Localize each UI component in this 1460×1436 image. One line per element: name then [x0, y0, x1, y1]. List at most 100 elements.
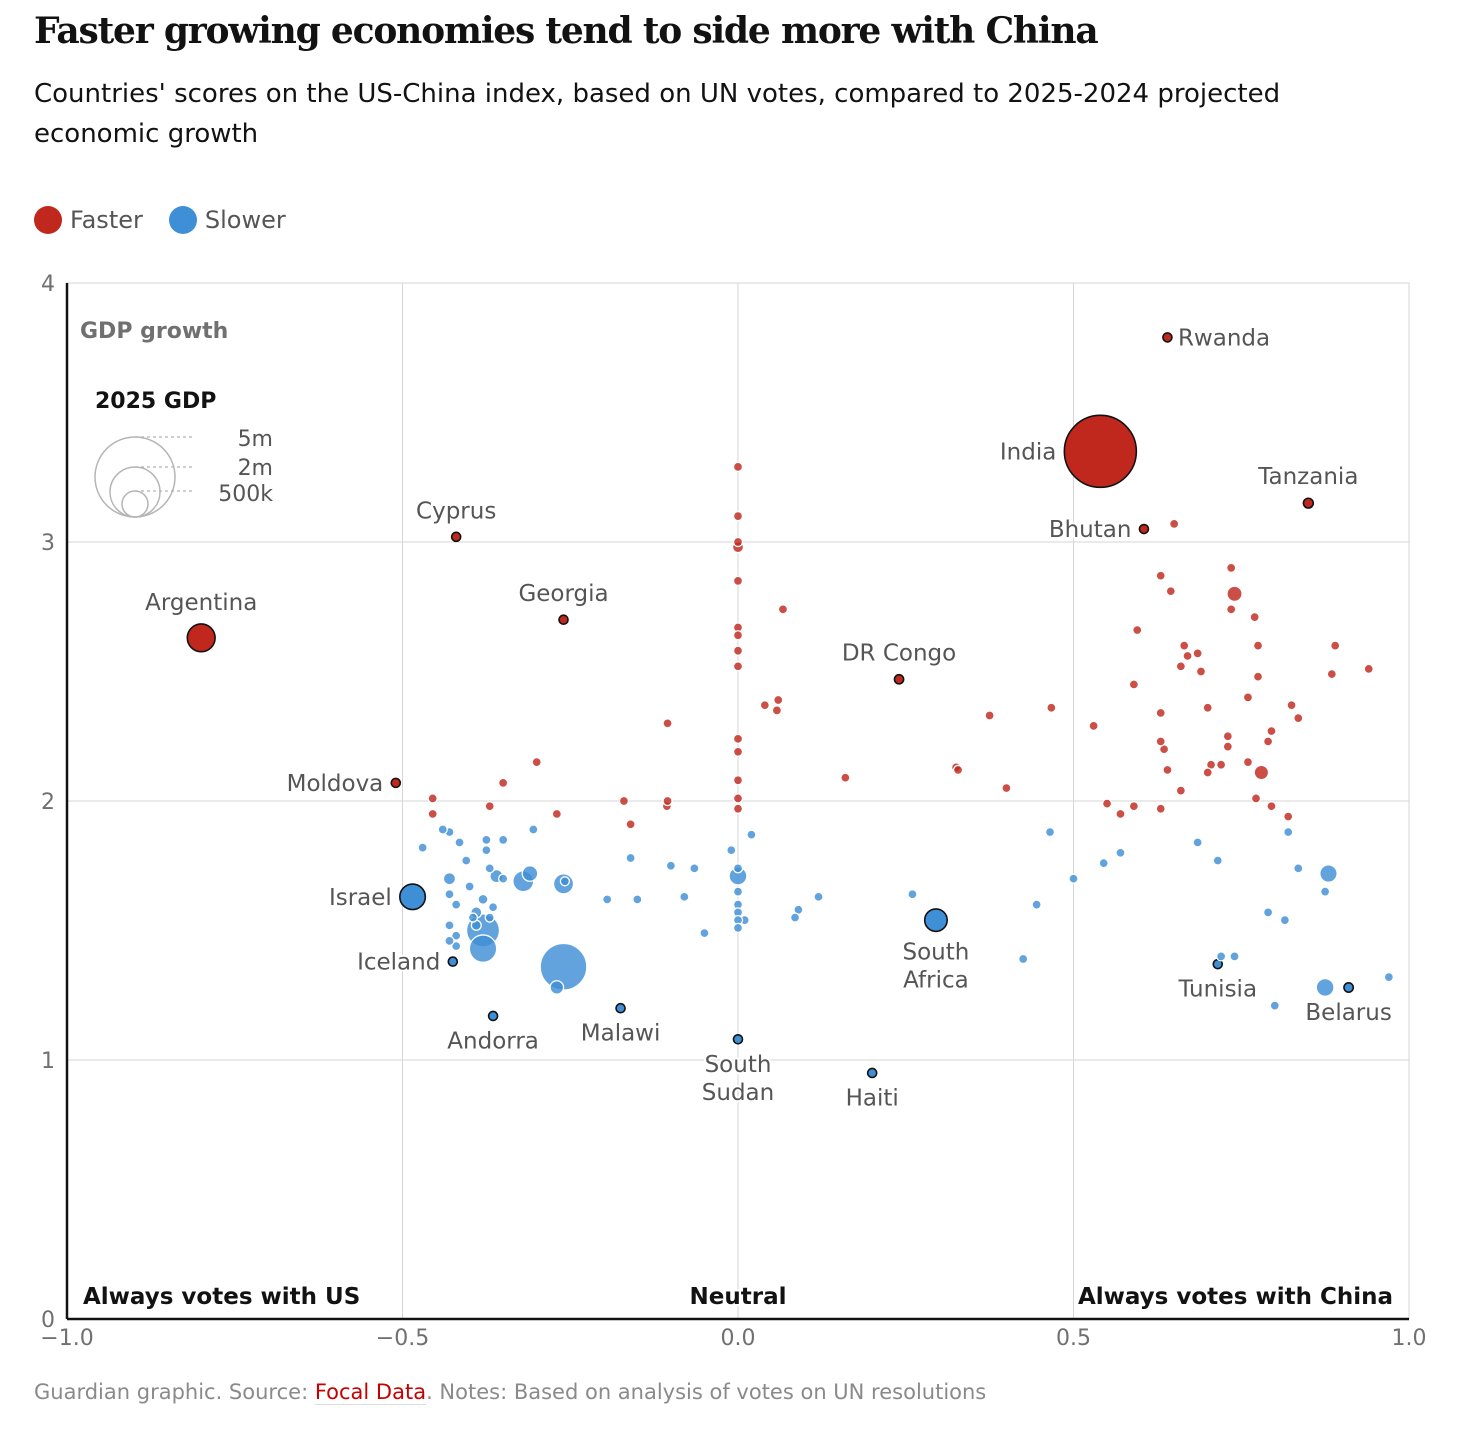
- bubble: [1192, 648, 1203, 659]
- bubble: [481, 845, 492, 856]
- bubble: [467, 912, 479, 923]
- bubble: [437, 824, 448, 835]
- bubble-labelled: [558, 614, 569, 626]
- bubble: [1326, 668, 1337, 680]
- bubble: [1226, 604, 1237, 615]
- size-legend-label: 5m: [238, 427, 273, 452]
- bubble-labelled: [1162, 332, 1173, 343]
- bubble: [1319, 864, 1338, 883]
- country-label: Belarus: [1305, 1000, 1391, 1026]
- x-tick-label: −0.5: [376, 1326, 429, 1351]
- country-label: Rwanda: [1178, 325, 1270, 351]
- bubble: [732, 886, 744, 897]
- bubble: [539, 942, 588, 991]
- country-label: Cyprus: [416, 498, 496, 524]
- bubble: [625, 852, 636, 864]
- bubble: [1155, 570, 1166, 581]
- bubble: [461, 855, 472, 866]
- bubble: [1253, 764, 1270, 781]
- bubble: [444, 935, 455, 947]
- bubble-labelled: [732, 1033, 744, 1045]
- legend-item-slower: Slower: [168, 206, 286, 234]
- bubble: [732, 536, 744, 548]
- bubble: [1252, 640, 1264, 651]
- bubble: [840, 772, 851, 783]
- bubble: [484, 863, 495, 874]
- bubble-labelled: [1343, 982, 1355, 993]
- bubble: [464, 881, 475, 892]
- chart-subtitle: Countries' scores on the US-China index,…: [34, 79, 1281, 149]
- bubble: [417, 842, 428, 853]
- country-label: Moldova: [287, 771, 384, 797]
- x-annotation: Always votes with China: [1078, 1284, 1393, 1310]
- bubble: [732, 922, 744, 934]
- bubble: [1279, 914, 1291, 926]
- bubble-labelled: [1302, 497, 1315, 509]
- bubble-labelled: [390, 777, 402, 789]
- source-prefix: Guardian graphic. Source:: [34, 1380, 315, 1404]
- y-tick-label: 1: [41, 1049, 55, 1074]
- bubble: [497, 777, 509, 789]
- bubble: [1293, 863, 1304, 874]
- legend-item-faster: Faster: [34, 206, 143, 234]
- bubble: [732, 461, 744, 473]
- bubble: [468, 934, 498, 963]
- bubble-labelled: [450, 531, 462, 543]
- bubble: [528, 824, 539, 835]
- country-label: Argentina: [145, 590, 257, 616]
- country-label: South: [705, 1052, 772, 1078]
- bubble: [732, 645, 744, 656]
- bubble: [907, 889, 918, 900]
- chart-title: Faster growing economies tend to side mo…: [34, 10, 1099, 52]
- bubble: [1001, 782, 1012, 794]
- x-tick-label: 0.0: [721, 1326, 756, 1351]
- bubble: [1046, 702, 1057, 713]
- bubble: [1031, 899, 1042, 910]
- bubble-labelled: [923, 908, 948, 933]
- bubble: [732, 746, 744, 757]
- bubble: [726, 845, 737, 856]
- bubble: [1088, 720, 1099, 732]
- bubble-labelled: [1138, 523, 1150, 535]
- bubble: [451, 940, 462, 952]
- bubble: [481, 834, 492, 845]
- country-label: Malawi: [581, 1021, 661, 1047]
- bubble: [662, 718, 673, 729]
- bubble: [1315, 977, 1335, 997]
- x-tick-label: 1.0: [1392, 1326, 1427, 1351]
- bubble-labelled: [893, 673, 905, 685]
- bubble: [746, 829, 757, 840]
- country-label: Israel: [329, 885, 392, 911]
- y-tick-label: 3: [41, 531, 55, 556]
- y-tick-label: 2: [41, 790, 55, 815]
- bubble: [1363, 663, 1374, 675]
- bubble: [1222, 731, 1233, 742]
- bubble: [1330, 640, 1341, 651]
- bubble: [1182, 650, 1193, 662]
- bubble: [1128, 679, 1140, 690]
- country-label: South: [903, 939, 970, 965]
- color-legend: Faster Slower: [34, 206, 312, 234]
- bubble: [1269, 1000, 1280, 1011]
- bubble: [771, 705, 783, 716]
- bubble: [1215, 759, 1227, 770]
- bubble: [732, 575, 744, 586]
- bubble: [559, 876, 571, 887]
- legend-swatch-faster: [34, 206, 62, 234]
- bubble: [1044, 826, 1056, 838]
- bubble: [1098, 858, 1109, 869]
- bubble: [1229, 951, 1240, 962]
- bubble: [1249, 611, 1260, 623]
- bubble: [773, 694, 784, 706]
- source-note: Guardian graphic. Source: Focal Data. No…: [34, 1380, 986, 1405]
- bubble-labelled: [399, 883, 427, 911]
- bubble-labelled: [615, 1002, 626, 1014]
- bubble: [732, 775, 744, 786]
- bubble: [618, 795, 630, 807]
- bubble: [1283, 811, 1294, 822]
- source-link[interactable]: Focal Data: [314, 1380, 427, 1405]
- y-axis-label: GDP growth: [80, 319, 228, 344]
- bubble: [451, 930, 462, 941]
- y-tick-label: 0: [41, 1308, 55, 1333]
